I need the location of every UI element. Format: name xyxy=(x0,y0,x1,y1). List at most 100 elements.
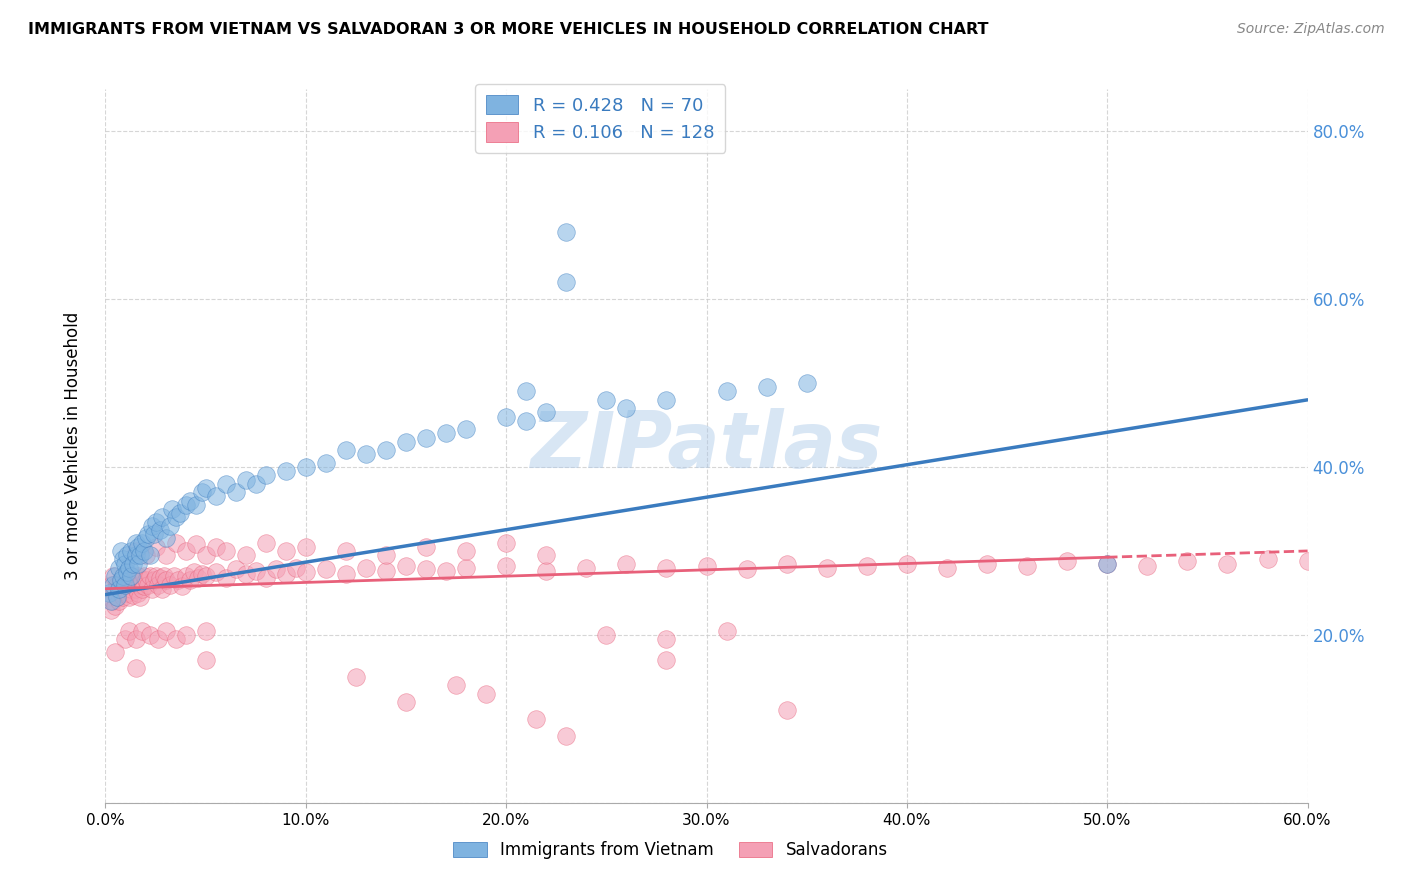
Point xyxy=(190,485,212,500)
Point xyxy=(138,628,160,642)
Point xyxy=(194,624,217,638)
Point xyxy=(152,569,174,583)
Point xyxy=(128,548,150,562)
Point xyxy=(150,510,173,524)
Point xyxy=(136,527,159,541)
Point xyxy=(127,586,149,600)
Point xyxy=(131,535,153,549)
Point xyxy=(150,582,173,596)
Point xyxy=(976,557,998,571)
Point xyxy=(616,557,638,571)
Point xyxy=(117,586,139,600)
Point xyxy=(114,557,136,571)
Point xyxy=(245,476,267,491)
Point xyxy=(295,565,318,579)
Point xyxy=(108,582,131,596)
Point xyxy=(555,225,578,239)
Point xyxy=(141,518,163,533)
Point xyxy=(103,569,125,583)
Point xyxy=(315,562,337,576)
Point xyxy=(122,588,145,602)
Point xyxy=(118,624,141,638)
Point xyxy=(174,628,197,642)
Point xyxy=(254,468,277,483)
Point xyxy=(815,560,838,574)
Point xyxy=(121,569,143,583)
Point xyxy=(124,535,146,549)
Point xyxy=(374,443,398,458)
Point xyxy=(104,586,127,600)
Point xyxy=(118,590,141,604)
Point xyxy=(696,559,718,574)
Point xyxy=(135,532,157,546)
Point xyxy=(1257,552,1279,566)
Point xyxy=(165,632,187,646)
Point xyxy=(124,548,146,562)
Point xyxy=(655,560,678,574)
Point xyxy=(103,577,125,591)
Text: ZIPatlas: ZIPatlas xyxy=(530,408,883,484)
Point xyxy=(184,537,207,551)
Point xyxy=(595,628,617,642)
Point xyxy=(107,577,129,591)
Point xyxy=(104,645,127,659)
Point xyxy=(495,535,517,549)
Point xyxy=(104,599,127,613)
Point xyxy=(114,569,136,583)
Point xyxy=(98,586,121,600)
Point xyxy=(235,473,257,487)
Point xyxy=(124,574,146,588)
Point xyxy=(138,548,160,562)
Point xyxy=(395,559,418,574)
Point xyxy=(235,548,257,562)
Point xyxy=(122,577,145,591)
Point xyxy=(179,493,201,508)
Point xyxy=(575,560,598,574)
Point xyxy=(103,594,125,608)
Point xyxy=(114,582,136,596)
Point xyxy=(121,569,143,583)
Point xyxy=(1296,554,1319,568)
Point xyxy=(146,632,169,646)
Point xyxy=(117,574,139,588)
Point xyxy=(132,569,155,583)
Point xyxy=(295,540,318,554)
Point xyxy=(128,590,150,604)
Point xyxy=(194,481,217,495)
Point xyxy=(145,515,167,529)
Point xyxy=(225,562,247,576)
Point xyxy=(121,582,143,596)
Point xyxy=(118,577,141,591)
Point xyxy=(110,586,132,600)
Point xyxy=(107,590,129,604)
Point xyxy=(187,571,209,585)
Y-axis label: 3 or more Vehicles in Household: 3 or more Vehicles in Household xyxy=(63,312,82,580)
Point xyxy=(254,535,277,549)
Point xyxy=(1017,559,1039,574)
Point xyxy=(155,574,177,588)
Point xyxy=(132,544,155,558)
Point xyxy=(141,582,163,596)
Point xyxy=(114,577,136,591)
Point xyxy=(107,590,129,604)
Point xyxy=(1177,554,1199,568)
Legend: Immigrants from Vietnam, Salvadorans: Immigrants from Vietnam, Salvadorans xyxy=(447,835,894,866)
Point xyxy=(110,544,132,558)
Point xyxy=(194,653,217,667)
Point xyxy=(127,557,149,571)
Point xyxy=(145,540,167,554)
Point xyxy=(155,548,177,562)
Point xyxy=(108,560,131,574)
Point xyxy=(117,548,139,562)
Point xyxy=(145,569,167,583)
Point xyxy=(735,562,758,576)
Point xyxy=(335,544,357,558)
Point xyxy=(335,443,357,458)
Point xyxy=(595,392,617,407)
Point xyxy=(127,569,149,583)
Point xyxy=(174,569,197,583)
Point xyxy=(204,489,226,503)
Point xyxy=(555,729,578,743)
Point xyxy=(434,564,457,578)
Point xyxy=(110,574,132,588)
